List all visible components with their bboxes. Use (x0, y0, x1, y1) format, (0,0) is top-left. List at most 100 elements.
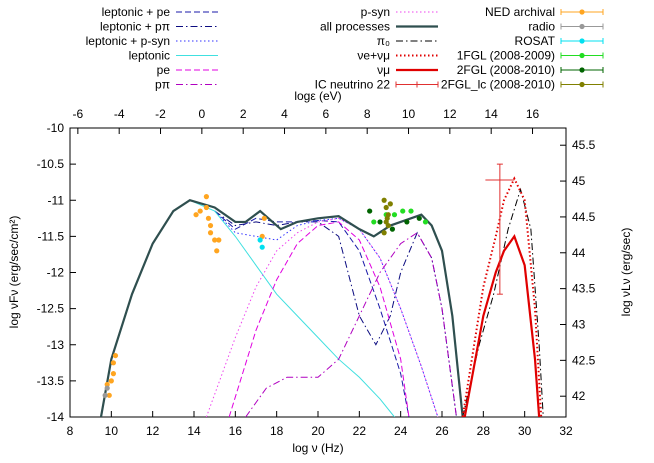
legend-label: leptonic + pπ (100, 20, 170, 34)
x-axis-label: log ν (Hz) (292, 441, 343, 455)
data-point (387, 201, 393, 207)
data-point (203, 204, 209, 211)
x2-tick-label: 0 (199, 107, 206, 121)
data-point (384, 215, 390, 221)
legend-label: 2FGL_lc (2008-2010) (441, 78, 555, 92)
data-point (104, 385, 110, 391)
curve (228, 221, 410, 417)
x-tick-label: 26 (435, 424, 449, 438)
data-point (214, 248, 220, 254)
data-point (216, 237, 222, 243)
curve (462, 187, 544, 417)
x2-tick-label: 4 (281, 107, 288, 121)
y-tick-label: -11 (48, 193, 65, 207)
y-tick-label: -13 (47, 338, 65, 352)
x2-tick-label: -2 (155, 107, 166, 121)
legend-label: νe+νμ (357, 49, 390, 63)
data-point (203, 194, 209, 200)
data-point (193, 212, 199, 218)
data-point (257, 237, 263, 243)
curve (205, 217, 439, 417)
data-point (102, 392, 108, 398)
legend-label: νμ (377, 63, 390, 77)
x2-tick-label: 8 (364, 107, 371, 121)
legend-marker (579, 38, 585, 44)
legend-label: pπ (155, 78, 170, 92)
data-point (422, 219, 429, 225)
data-point (391, 212, 398, 218)
curve (100, 199, 395, 417)
plot-frame (69, 127, 567, 418)
data-point (106, 392, 112, 398)
data-point (385, 222, 391, 229)
y2-axis-label: log νLν (erg/sec) (619, 228, 633, 317)
data-point (367, 208, 373, 214)
data-point (110, 371, 116, 377)
legend-label: π₀ (377, 34, 390, 48)
y-tick-label: -12 (47, 266, 65, 280)
data-point (261, 215, 267, 221)
data-point (108, 378, 114, 384)
x-tick-label: 24 (394, 424, 408, 438)
x2-tick-label: 2 (240, 107, 247, 121)
data-point (416, 215, 422, 221)
legend-label: leptonic + p-syn (86, 34, 170, 48)
legend-label: pe (157, 63, 171, 77)
plot-area (99, 163, 544, 417)
legend-label: ROSAT (515, 34, 556, 48)
data-point (104, 381, 110, 388)
x-tick-label: 22 (353, 424, 367, 438)
data-point (205, 215, 212, 221)
curve (214, 210, 439, 417)
x-tick-label: 12 (146, 424, 160, 438)
curve (463, 234, 541, 417)
x2-tick-label: 6 (323, 107, 330, 121)
data-point (371, 219, 377, 225)
y2-tick-label: 44 (572, 246, 586, 260)
x-tick-label: 32 (559, 424, 573, 438)
x-tick-label: 14 (187, 424, 201, 438)
data-point (110, 360, 116, 366)
y2-tick-label: 42 (572, 389, 586, 403)
x2-tick-label: -4 (114, 107, 125, 121)
y2-tick-label: 42.5 (572, 353, 596, 367)
y-tick-label: -10 (47, 121, 65, 135)
x-tick-label: 18 (270, 424, 284, 438)
data-point (207, 222, 214, 229)
legend-marker (579, 81, 585, 88)
y-tick-label: -12.5 (37, 302, 65, 316)
legend-label: 2FGL (2008-2010) (457, 63, 555, 77)
curve (99, 199, 464, 417)
data-point (381, 230, 387, 236)
data-point (112, 352, 119, 359)
legend-label: 1FGL (2008-2009) (457, 49, 555, 63)
x-tick-label: 20 (311, 424, 325, 438)
curve (214, 210, 410, 417)
x2-tick-label: 12 (443, 107, 457, 121)
data-point (377, 219, 383, 225)
data-point (197, 208, 203, 214)
data-point (389, 226, 395, 232)
y-tick-label: -10.5 (37, 157, 65, 171)
y-tick-label: -11.5 (38, 229, 65, 243)
x-tick-label: 28 (477, 424, 491, 438)
data-point (207, 230, 214, 236)
y2-tick-label: 44.5 (572, 210, 596, 224)
legend-marker (579, 67, 585, 73)
legend-label: NED archival (485, 5, 555, 19)
x2-tick-label: 10 (402, 107, 416, 121)
data-point (212, 237, 218, 243)
curve (214, 210, 457, 417)
legend-marker (579, 52, 585, 59)
y2-tick-label: 43 (572, 317, 586, 331)
y-axis-label: log νFν (erg/sec/cm²) (7, 216, 21, 329)
x-tick-label: 10 (105, 424, 119, 438)
x2-tick-label: 16 (526, 107, 540, 121)
legend-label: leptonic + pe (102, 5, 171, 19)
data-point (381, 197, 387, 203)
data-point (400, 208, 406, 214)
x-tick-label: 30 (518, 424, 532, 438)
y-tick-label: -13.5 (37, 374, 65, 388)
data-point (383, 204, 389, 211)
